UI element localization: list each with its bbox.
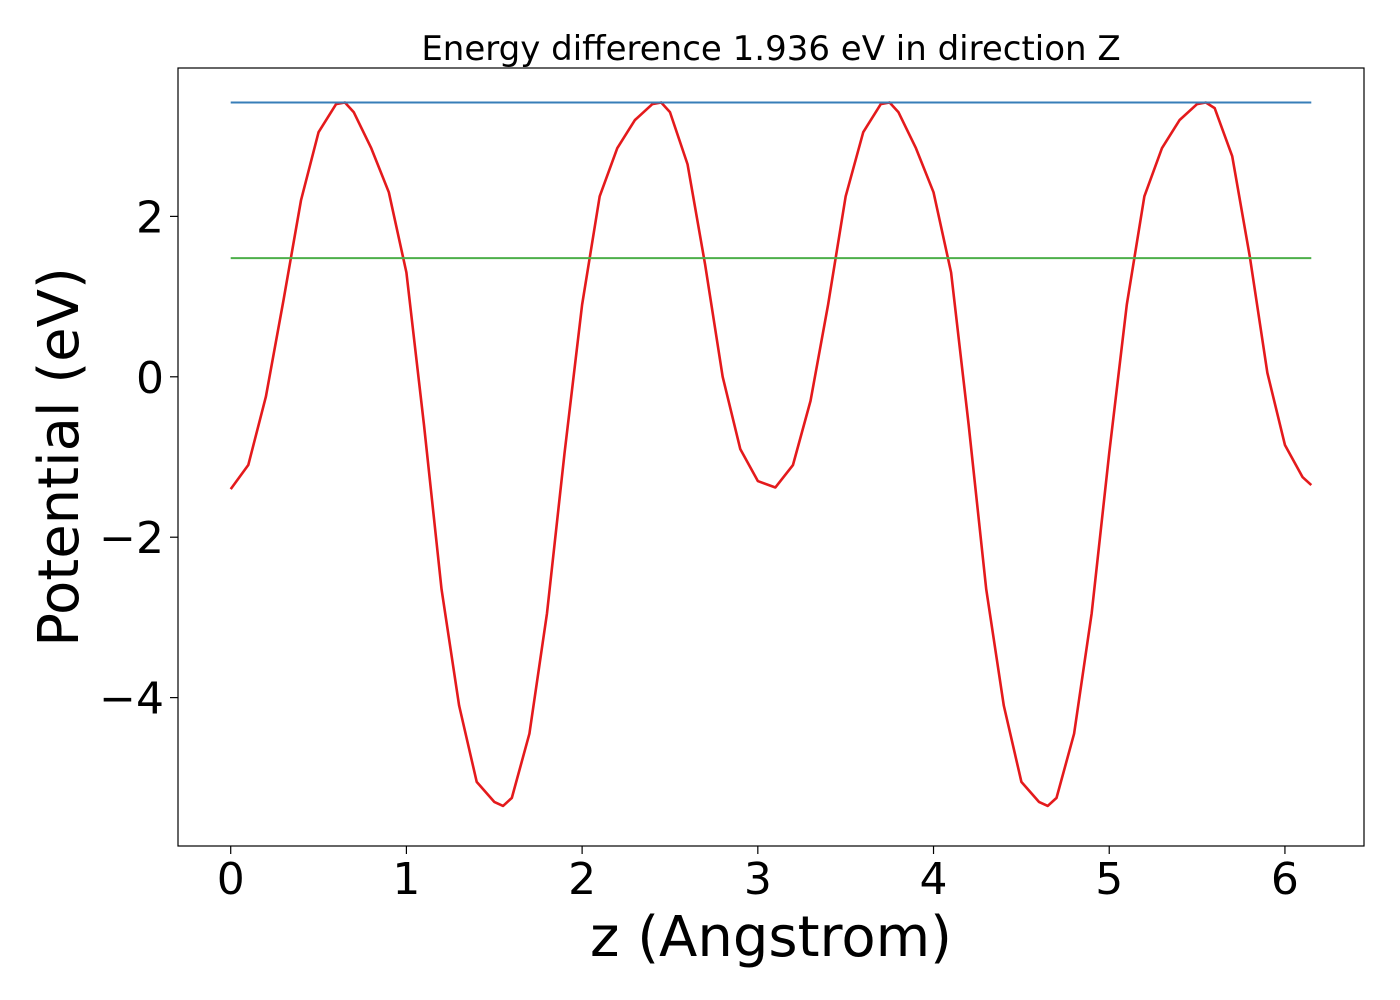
y-tick-label: −4 xyxy=(99,674,164,725)
y-axis-ticks: −4 −2 0 2 xyxy=(99,192,178,725)
series-line-0 xyxy=(229,101,1313,808)
axes-frame xyxy=(177,67,1365,847)
y-axis-label: Potential (eV) xyxy=(27,267,92,647)
x-tick-label: 6 xyxy=(1271,854,1299,905)
x-tick-label: 4 xyxy=(920,854,948,905)
plot-area xyxy=(177,67,1365,847)
x-tick-label: 3 xyxy=(744,854,772,905)
x-tick-label: 2 xyxy=(568,854,596,905)
y-tick-label: −2 xyxy=(99,513,164,564)
x-axis-ticks: 0 1 2 3 4 5 6 xyxy=(217,846,1299,905)
x-tick-label: 0 xyxy=(217,854,245,905)
series-layer xyxy=(229,101,1313,808)
x-tick-label: 1 xyxy=(392,854,420,905)
chart-title: Energy difference 1.936 eV in direction … xyxy=(421,29,1120,69)
y-tick-label: 0 xyxy=(136,353,164,404)
y-tick-label: 2 xyxy=(136,192,164,243)
x-axis-label: z (Angstrom) xyxy=(590,905,952,970)
x-tick-label: 5 xyxy=(1095,854,1123,905)
